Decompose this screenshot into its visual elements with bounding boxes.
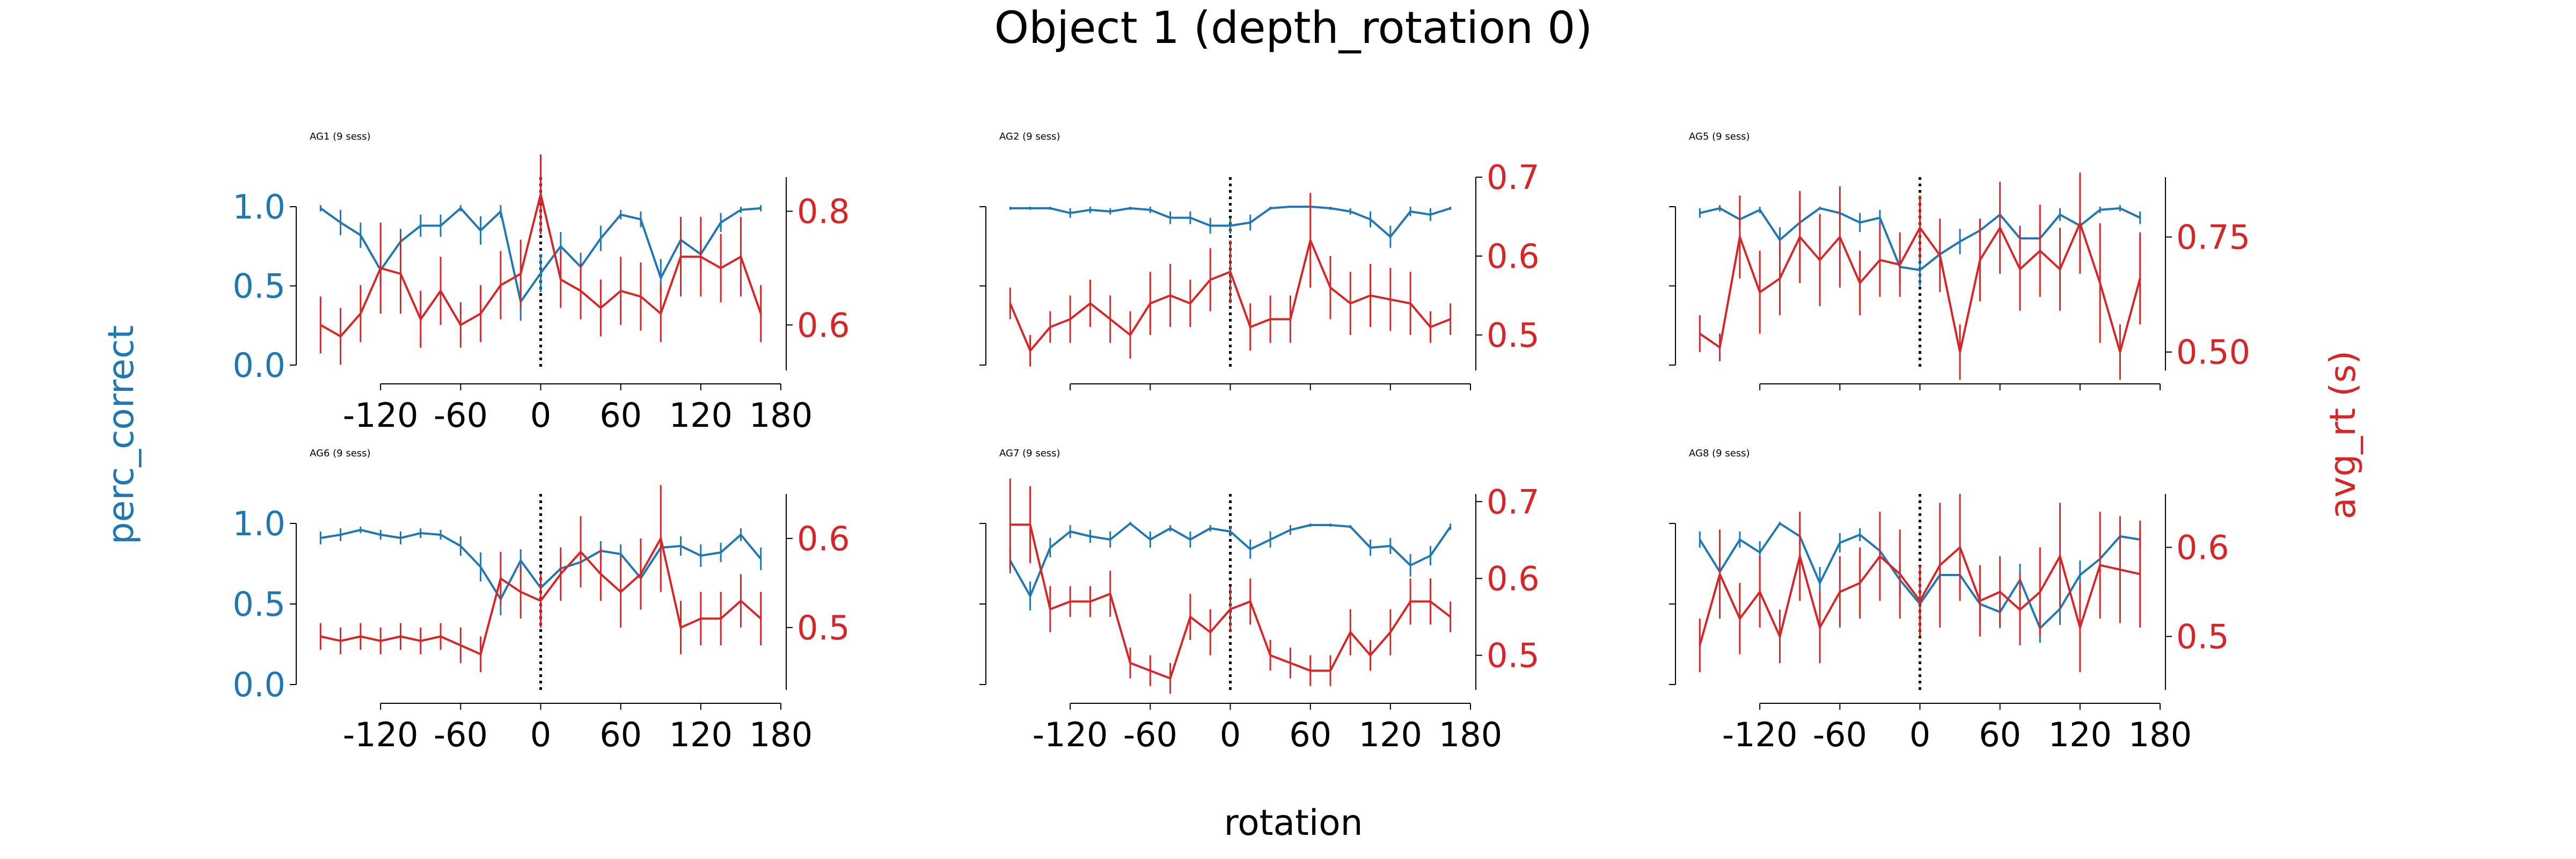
right-ytick-label: 0.5 (1487, 316, 1540, 355)
xtick-label: -60 (434, 396, 488, 435)
xtick-label: 0 (530, 396, 551, 435)
right-ytick-label: 0.7 (1487, 482, 1540, 521)
xtick-label: 60 (599, 715, 642, 754)
figure-xlabel: rotation (1224, 802, 1363, 843)
xtick-label: 180 (1439, 715, 1502, 754)
xtick-label: 0 (1220, 715, 1241, 754)
xtick-label: 60 (1979, 715, 2021, 754)
xtick-label: 180 (749, 396, 813, 435)
left-ytick-label: 0.5 (232, 585, 286, 624)
xtick-label: 60 (599, 396, 642, 435)
xtick-label: 120 (669, 715, 733, 754)
xtick-label: -120 (1033, 715, 1108, 754)
xtick-label: 120 (1359, 715, 1422, 754)
figure-title: Object 1 (depth_rotation 0) (994, 3, 1593, 54)
right-ytick-label: 0.6 (1487, 559, 1540, 598)
subplot-title: AG2 (9 sess) (999, 131, 1060, 142)
figure-right-ylabel: avg_rt (s) (2322, 351, 2363, 519)
left-ytick-label: 1.0 (232, 187, 286, 227)
subplot-5: AG7 (9 sess) 0.5 0.6 0.7 -120 -60 0 60 120 180 (979, 448, 1540, 754)
right-ytick-label: 0.75 (2176, 217, 2250, 257)
subplot-title: AG1 (9 sess) (310, 131, 371, 142)
xtick-label: 0 (1909, 715, 1930, 754)
subplot-3: AG5 (9 sess) 0.50 0.75 (1669, 131, 2250, 390)
figure-left-ylabel: perc_correct (100, 325, 142, 545)
xtick-label: 180 (749, 715, 813, 754)
left-ytick-label: 0.5 (232, 267, 286, 306)
subplot-6: AG8 (9 sess) 0.5 0.6 -120 -60 0 60 120 180 (1669, 448, 2229, 754)
subplot-title: AG6 (9 sess) (310, 448, 371, 459)
xtick-label: 60 (1289, 715, 1331, 754)
right-ytick-label: 0.5 (797, 608, 850, 647)
subplot-title: AG8 (9 sess) (1689, 448, 1750, 459)
right-ytick-label: 0.7 (1487, 158, 1540, 197)
right-ytick-label: 0.8 (797, 192, 850, 231)
right-ytick-label: 0.50 (2176, 333, 2250, 372)
xtick-label: 180 (2128, 715, 2192, 754)
xtick-label: -60 (434, 715, 488, 754)
subplot-2: AG2 (9 sess) 0.5 0.6 0.7 (979, 131, 1540, 390)
xtick-label: 0 (530, 715, 551, 754)
xtick-label: -120 (1722, 715, 1798, 754)
subplot-title: AG7 (9 sess) (999, 448, 1060, 459)
right-ytick-label: 0.6 (1487, 237, 1540, 276)
xtick-label: 120 (2048, 715, 2112, 754)
xtick-label: -60 (1813, 715, 1867, 754)
subplot-4: AG6 (9 sess) 0.0 0.5 1.0 0.5 0.6 -120 -60 0 60 120… (232, 448, 850, 754)
xtick-label: -120 (343, 396, 419, 435)
right-ytick-label: 0.6 (2176, 528, 2229, 567)
right-ytick-label: 0.5 (1487, 636, 1540, 675)
left-ytick-label: 0.0 (232, 665, 286, 704)
subplots-group: AG1 (9 sess) 0.0 0.5 1.0 0.6 0.8 -120 -60 0 60 120… (232, 131, 2250, 754)
xtick-label: 120 (669, 396, 733, 435)
subplot-title: AG5 (9 sess) (1689, 131, 1750, 142)
right-ytick-label: 0.5 (2176, 617, 2229, 656)
right-ytick-label: 0.6 (797, 305, 850, 345)
left-ytick-label: 0.0 (232, 346, 286, 385)
left-ytick-label: 1.0 (232, 504, 286, 543)
xtick-label: -60 (1123, 715, 1177, 754)
subplot-1: AG1 (9 sess) 0.0 0.5 1.0 0.6 0.8 -120 -60 0 60 120… (232, 131, 850, 435)
right-ytick-label: 0.6 (797, 519, 850, 558)
xtick-label: -120 (343, 715, 419, 754)
